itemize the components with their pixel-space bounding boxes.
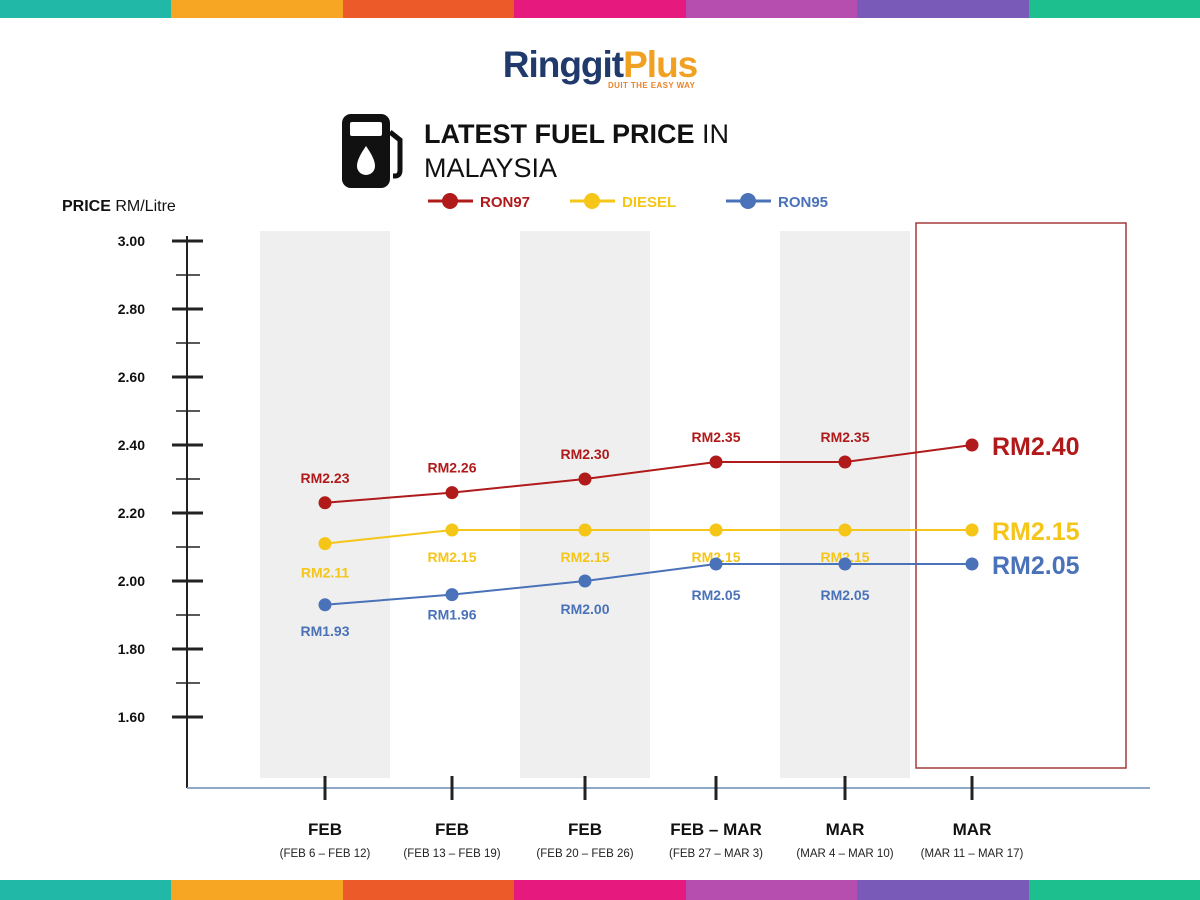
- x-tick-sublabel: (FEB 20 – FEB 26): [536, 848, 633, 860]
- data-point: [709, 523, 723, 537]
- chart-title: LATEST FUEL PRICE IN MALAYSIA: [424, 117, 729, 185]
- x-tick-label: FEB: [435, 820, 469, 839]
- title-rest-text: IN: [694, 119, 730, 149]
- current-week-highlight-box: [915, 222, 1127, 769]
- stripe-segment: [857, 880, 1029, 900]
- data-label-current: RM2.40: [992, 433, 1080, 461]
- data-point: [578, 523, 592, 537]
- stripe-segment: [342, 880, 515, 900]
- data-point: [445, 486, 459, 500]
- data-point: [318, 537, 332, 551]
- series-line-ron97: [324, 444, 973, 504]
- data-label: RM2.15: [427, 549, 476, 565]
- legend-marker: [442, 193, 458, 209]
- data-label: RM2.26: [427, 460, 476, 476]
- stripe-segment: [1028, 880, 1200, 900]
- legend-marker: [584, 193, 600, 209]
- data-point: [709, 557, 723, 571]
- legend-marker: [740, 193, 756, 209]
- data-point: [445, 588, 459, 602]
- data-label: RM2.05: [820, 587, 869, 603]
- stripe-segment: [685, 0, 858, 18]
- shaded-column: [520, 231, 650, 778]
- data-point: [318, 496, 332, 510]
- y-tick-label: 2.60: [118, 369, 145, 385]
- series-line-ron95: [324, 563, 972, 606]
- data-label-current: RM2.15: [992, 518, 1080, 546]
- y-axis-label-unit: RM/Litre: [111, 198, 176, 215]
- stripe-segment: [514, 0, 686, 18]
- data-point: [709, 455, 723, 469]
- stripe-segment: [514, 880, 686, 900]
- stripe-segment: [685, 880, 858, 900]
- legend-label: DIESEL: [622, 194, 676, 211]
- legend-label: RON97: [480, 194, 530, 211]
- y-axis-label: PRICE RM/Litre: [62, 198, 176, 215]
- x-tick-label: MAR: [826, 820, 865, 839]
- y-tick-label: 2.00: [118, 573, 145, 589]
- stripe-segment: [0, 880, 172, 900]
- top-color-stripe: [0, 0, 1200, 18]
- x-tick-label: FEB: [308, 820, 342, 839]
- data-point: [965, 438, 979, 452]
- logo-text-plus: Plus: [623, 44, 698, 85]
- data-point: [838, 523, 852, 537]
- y-tick-label: 3.00: [118, 233, 145, 249]
- y-tick-label: 2.20: [118, 505, 145, 521]
- data-label: RM2.23: [300, 470, 349, 486]
- data-label: RM1.96: [427, 607, 476, 623]
- x-tick-sublabel: (MAR 4 – MAR 10): [796, 848, 893, 860]
- data-label: RM2.35: [820, 429, 869, 445]
- stripe-segment: [0, 0, 172, 18]
- data-point: [965, 557, 979, 571]
- y-tick-label: 1.60: [118, 709, 145, 725]
- data-point: [318, 598, 332, 612]
- y-tick-label: 2.80: [118, 301, 145, 317]
- data-point: [445, 523, 459, 537]
- stripe-segment: [171, 880, 343, 900]
- logo-wordmark: RinggitPlus: [0, 45, 1200, 85]
- shaded-column: [780, 231, 910, 778]
- data-label: RM2.00: [560, 601, 609, 617]
- series-line-diesel: [324, 529, 972, 545]
- data-label-current: RM2.05: [992, 552, 1080, 580]
- title-bold-text: LATEST FUEL PRICE: [424, 119, 695, 149]
- y-axis-label-bold: PRICE: [62, 198, 111, 215]
- data-label: RM2.11: [301, 565, 349, 581]
- bottom-color-stripe: [0, 880, 1200, 900]
- x-tick-label: FEB – MAR: [670, 820, 762, 839]
- title-line2-text: MALAYSIA: [424, 153, 558, 183]
- logo-text-ringgit: Ringgit: [502, 44, 624, 85]
- data-label: RM2.30: [560, 446, 609, 462]
- data-point: [965, 523, 979, 537]
- data-point: [578, 574, 592, 588]
- x-tick-sublabel: (FEB 27 – MAR 3): [669, 848, 763, 860]
- x-tick-label: FEB: [568, 820, 602, 839]
- x-tick-sublabel: (MAR 11 – MAR 17): [921, 848, 1024, 860]
- data-label: RM1.93: [300, 623, 349, 639]
- data-label: RM2.15: [560, 549, 609, 565]
- data-point: [838, 455, 852, 469]
- fuel-pump-icon: [342, 114, 403, 188]
- data-point: [578, 472, 592, 486]
- data-label: RM2.15: [691, 549, 740, 565]
- data-point: [838, 557, 852, 571]
- data-label: RM2.05: [691, 587, 740, 603]
- x-tick-sublabel: (FEB 13 – FEB 19): [403, 848, 500, 860]
- ringgitplus-logo: RinggitPlus DUIT THE EASY WAY: [0, 45, 1200, 91]
- stripe-segment: [1028, 0, 1200, 18]
- stripe-segment: [342, 0, 515, 18]
- y-tick-label: 2.40: [118, 437, 145, 453]
- x-tick-label: MAR: [953, 820, 992, 839]
- stripe-segment: [171, 0, 343, 18]
- x-tick-sublabel: (FEB 6 – FEB 12): [280, 848, 371, 860]
- data-label: RM2.35: [691, 429, 740, 445]
- stripe-segment: [857, 0, 1029, 18]
- legend-label: RON95: [778, 194, 828, 211]
- data-label: RM2.15: [820, 549, 869, 565]
- logo-tagline: DUIT THE EASY WAY: [608, 81, 696, 90]
- y-tick-label: 1.80: [118, 641, 145, 657]
